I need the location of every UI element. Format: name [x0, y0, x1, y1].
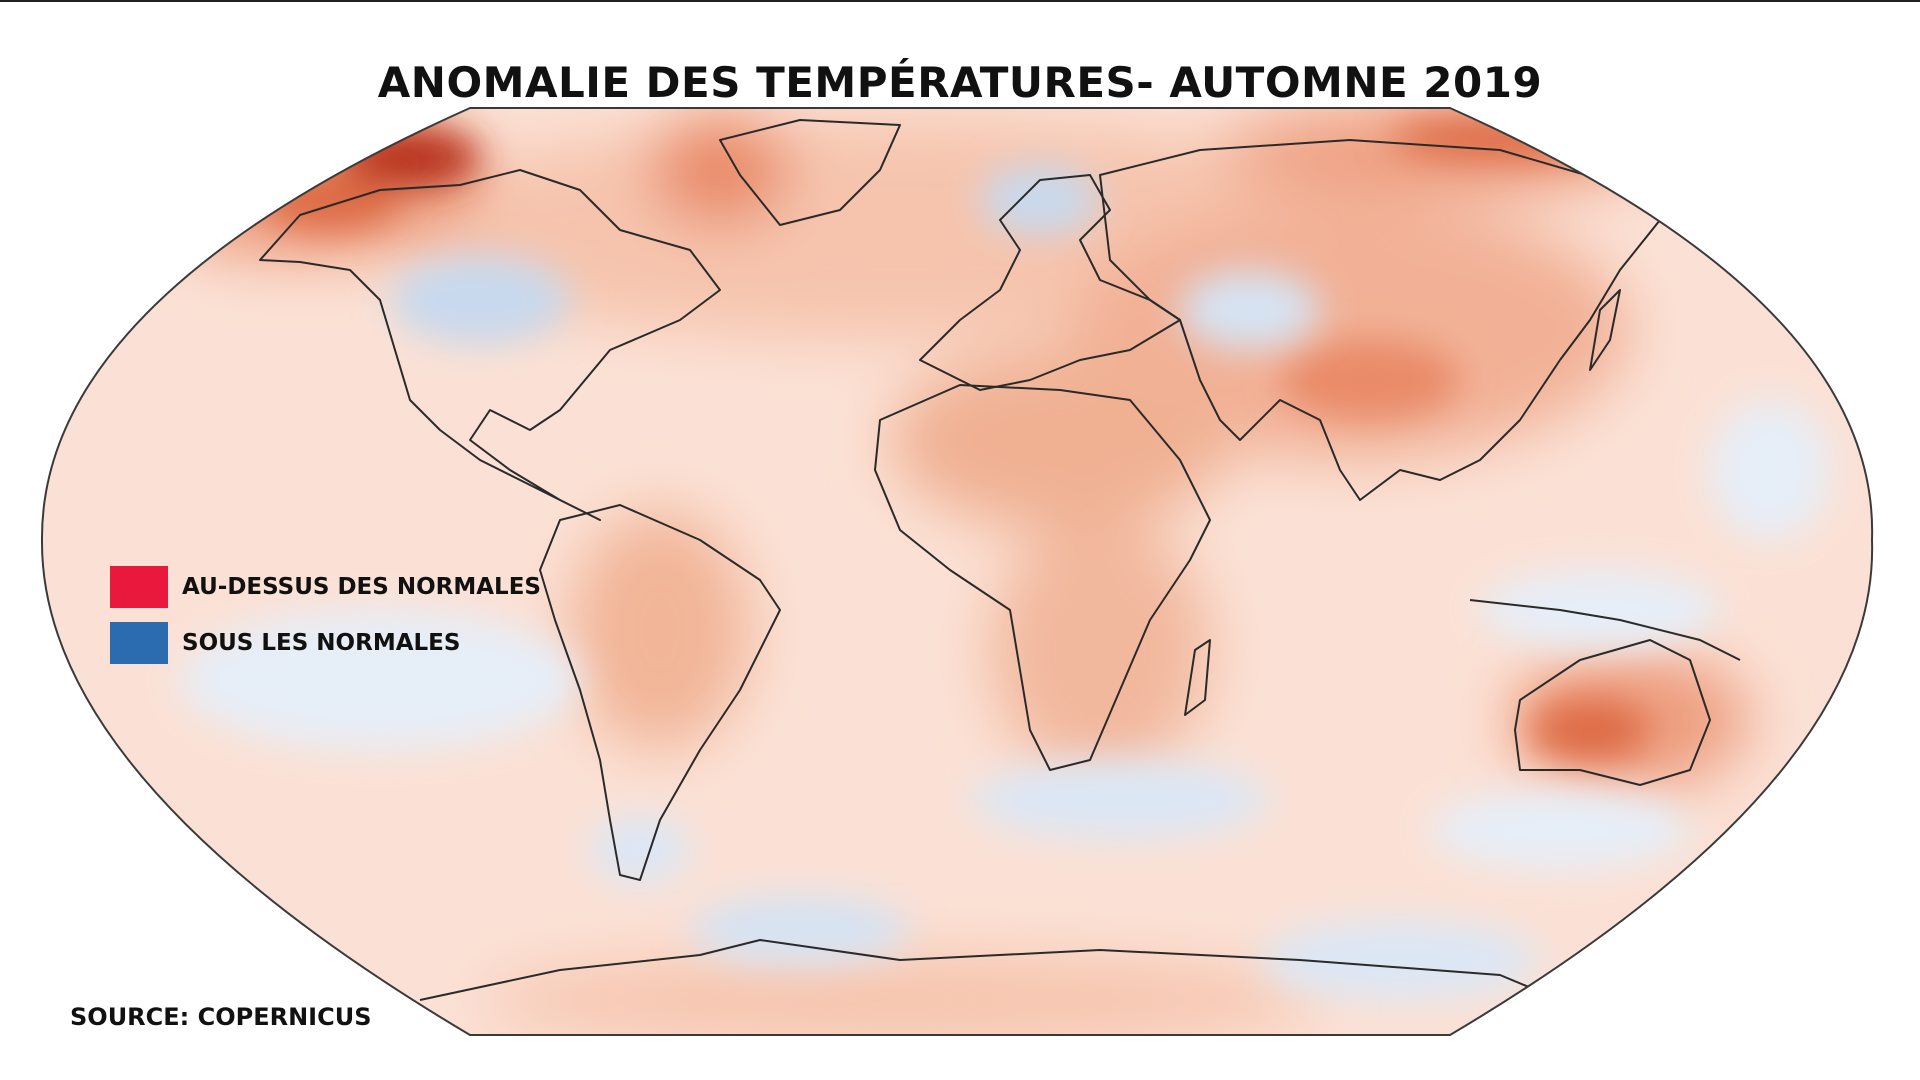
coastline-africa: [874, 384, 1211, 771]
top-divider: [0, 0, 1920, 2]
cool-anomaly-zones: [180, 165, 1830, 1000]
coastline-madagascar: [1184, 639, 1211, 716]
legend-label-below-normal: SOUS LES NORMALES: [182, 630, 461, 656]
legend-item-above-normal: AU-DESSUS DES NORMALES: [110, 565, 541, 609]
source-credit: SOURCE: COPERNICUS: [70, 1003, 372, 1031]
coastline-japan: [1589, 289, 1621, 371]
legend-swatch-above-normal: [110, 566, 168, 608]
map-legend: AU-DESSUS DES NORMALES SOUS LES NORMALES: [110, 565, 541, 677]
coastline-indonesia: [1469, 599, 1741, 661]
globe-outline: [40, 107, 1874, 1036]
coastline-antarctica: [419, 939, 1561, 1001]
legend-item-below-normal: SOUS LES NORMALES: [110, 621, 541, 665]
coastline-north-america: [259, 169, 721, 521]
legend-swatch-below-normal: [110, 622, 168, 664]
coastline-europe: [919, 174, 1181, 391]
coastlines: [259, 119, 1801, 1001]
map-title: ANOMALIE DES TEMPÉRATURES- AUTOMNE 2019: [377, 58, 1543, 107]
coastline-australia: [1514, 639, 1711, 786]
coastline-south-america: [539, 504, 781, 881]
legend-label-above-normal: AU-DESSUS DES NORMALES: [182, 574, 541, 600]
coastline-greenland: [719, 119, 901, 226]
